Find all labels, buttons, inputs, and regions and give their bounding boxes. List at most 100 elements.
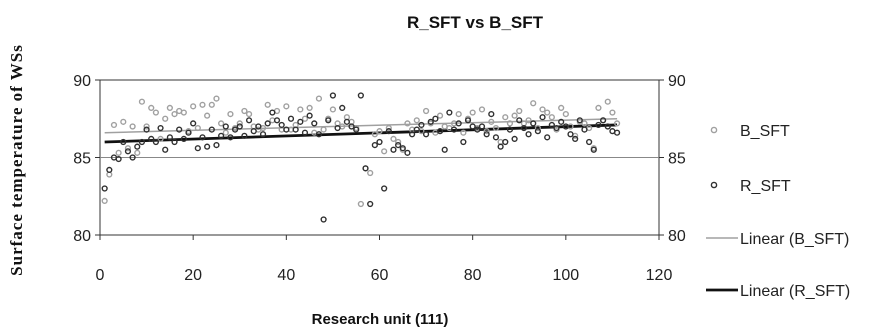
point-b-sft-60 [381,148,388,155]
point-b-sft-4 [120,118,127,125]
point-r-sft-86 [502,138,509,146]
point-b-sft-62 [390,135,397,143]
point-r-sft-108 [604,123,611,130]
point-r-sft-101 [572,135,579,143]
point-r-sft-69 [422,131,430,138]
point-r-sft-53 [348,123,355,130]
point-r-sft-100 [567,131,574,138]
x-ticks: 0 20 40 60 80 100 120 [96,235,672,284]
point-r-sft-46 [315,131,323,138]
point-b-sft-86 [502,114,509,121]
point-b-sft-72 [436,112,444,119]
point-r-sft-52 [343,118,350,125]
point-b-sft-55 [357,200,364,208]
point-r-sft-71 [432,115,439,122]
legend-label-r-sft: R_SFT [740,178,791,195]
point-r-sft-106 [595,121,602,129]
point-r-sft-76 [455,120,462,127]
point-b-sft-58 [371,131,378,138]
point-b-sft-31 [245,110,253,118]
point-r-sft-85 [497,143,504,150]
point-b-sft-24 [213,95,220,102]
point-r-sft-91 [525,131,532,138]
point-r-sft-25 [218,132,225,139]
legend-marker-b-sft [710,126,718,134]
y-ticks-right: 80 85 90 [659,73,686,245]
point-r-sft-49 [329,92,337,99]
point-b-sft-44 [306,104,313,112]
point-r-sft-72 [436,128,444,135]
point-b-sft-46 [315,95,323,102]
point-r-sft-22 [204,143,211,150]
point-b-sft-9 [143,123,150,130]
point-b-sft-19 [190,103,197,110]
point-r-sft-29 [236,123,243,130]
point-r-sft-96 [548,121,555,129]
point-b-sft-29 [236,120,243,127]
point-r-sft-36 [269,109,276,116]
point-b-sft-88 [511,112,518,119]
point-b-sft-26 [222,129,229,136]
x-tick-label-2: 40 [277,267,295,284]
point-b-sft-43 [301,115,309,122]
point-r-sft-99 [562,123,569,130]
point-r-sft-10 [148,135,155,143]
point-b-sft-21 [199,101,206,108]
x-tick-label-5: 100 [552,267,579,284]
point-r-sft-34 [259,131,267,138]
point-b-sft-63 [395,138,402,146]
point-r-sft-81 [478,123,486,130]
point-b-sft-12 [157,135,164,143]
point-r-sft-37 [273,117,281,124]
point-r-sft-0 [101,185,108,192]
point-r-sft-27 [227,134,234,141]
point-r-sft-24 [213,142,220,149]
point-r-sft-104 [586,138,593,146]
point-r-sft-65 [404,149,411,156]
point-b-sft-89 [516,107,523,115]
point-b-sft-76 [455,110,462,118]
point-b-sft-110 [613,120,621,127]
point-b-sft-6 [129,123,136,130]
y-ticks-left: 80 85 90 [73,73,100,245]
trendline-r-sft [104,123,618,144]
point-r-sft-12 [157,124,164,132]
point-r-sft-80 [474,126,481,133]
point-r-sft-45 [311,120,318,127]
point-b-sft-7 [134,149,141,156]
point-r-sft-74 [446,109,453,116]
point-r-sft-23 [208,126,215,133]
point-r-sft-33 [255,123,262,130]
point-b-sft-82 [483,128,490,135]
y-tick-label-right-1: 85 [668,151,686,168]
point-r-sft-44 [306,112,313,119]
point-b-sft-81 [478,106,486,113]
y-tick-label-right-2: 90 [668,73,686,90]
point-r-sft-67 [413,126,420,133]
point-b-sft-23 [208,101,215,108]
point-r-sft-8 [138,138,146,146]
point-r-sft-102 [576,117,583,124]
point-b-sft-61 [385,124,392,132]
point-r-sft-94 [539,114,546,121]
point-b-sft-0 [101,197,108,205]
point-b-sft-94 [539,106,546,113]
legend-item-b-sft: B_SFT [710,123,790,140]
point-r-sft-11 [152,138,160,146]
point-b-sft-17 [180,109,187,116]
data-points [101,92,621,223]
point-r-sft-89 [516,117,523,124]
point-r-sft-51 [339,104,346,112]
point-b-sft-22 [204,112,211,119]
point-b-sft-67 [413,117,420,124]
point-r-sft-92 [530,120,537,127]
point-r-sft-3 [115,155,122,163]
point-b-sft-95 [544,109,551,116]
point-b-sft-96 [548,114,555,121]
point-r-sft-17 [180,135,187,143]
point-r-sft-50 [334,124,341,132]
point-b-sft-27 [227,110,234,118]
point-r-sft-26 [222,123,229,130]
point-r-sft-93 [534,128,541,135]
